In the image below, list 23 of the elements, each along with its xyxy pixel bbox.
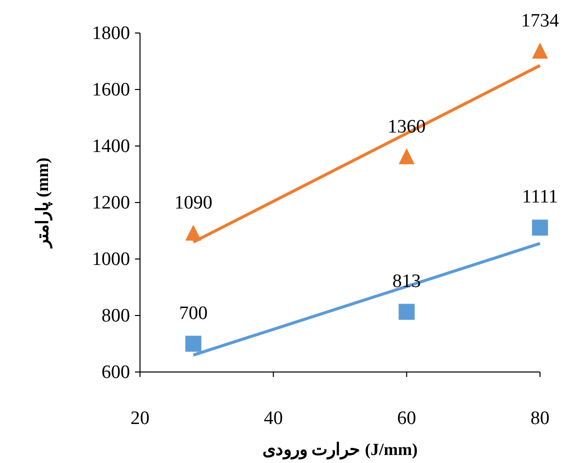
x-tick-label: 60 — [397, 408, 416, 429]
data-label: 1734 — [521, 10, 560, 32]
point — [398, 304, 415, 320]
point — [185, 224, 202, 241]
point — [185, 336, 202, 352]
x-tick-label: 80 — [530, 408, 550, 429]
y-tick-label: 800 — [102, 306, 130, 326]
y-tick-label: 1000 — [92, 249, 130, 270]
x-axis-title: حرارت ورودی (J/mm) — [262, 440, 418, 460]
data-label: 1090 — [174, 192, 212, 214]
data-label: 700 — [179, 302, 208, 324]
y-tick-label: 1600 — [92, 80, 130, 100]
point — [398, 148, 415, 164]
y-tick-label: 1200 — [92, 192, 130, 214]
y-tick-label: 1800 — [92, 23, 130, 44]
y-tick-label: 1400 — [92, 136, 130, 157]
y-axis-title: پارامتر (mm) — [33, 158, 53, 250]
x-tick-label: 40 — [264, 408, 283, 429]
y-tick-label: 600 — [102, 362, 130, 383]
data-label: 1111 — [522, 186, 558, 208]
x-tick-label: 20 — [130, 408, 150, 429]
point — [532, 220, 548, 236]
point — [532, 42, 548, 59]
